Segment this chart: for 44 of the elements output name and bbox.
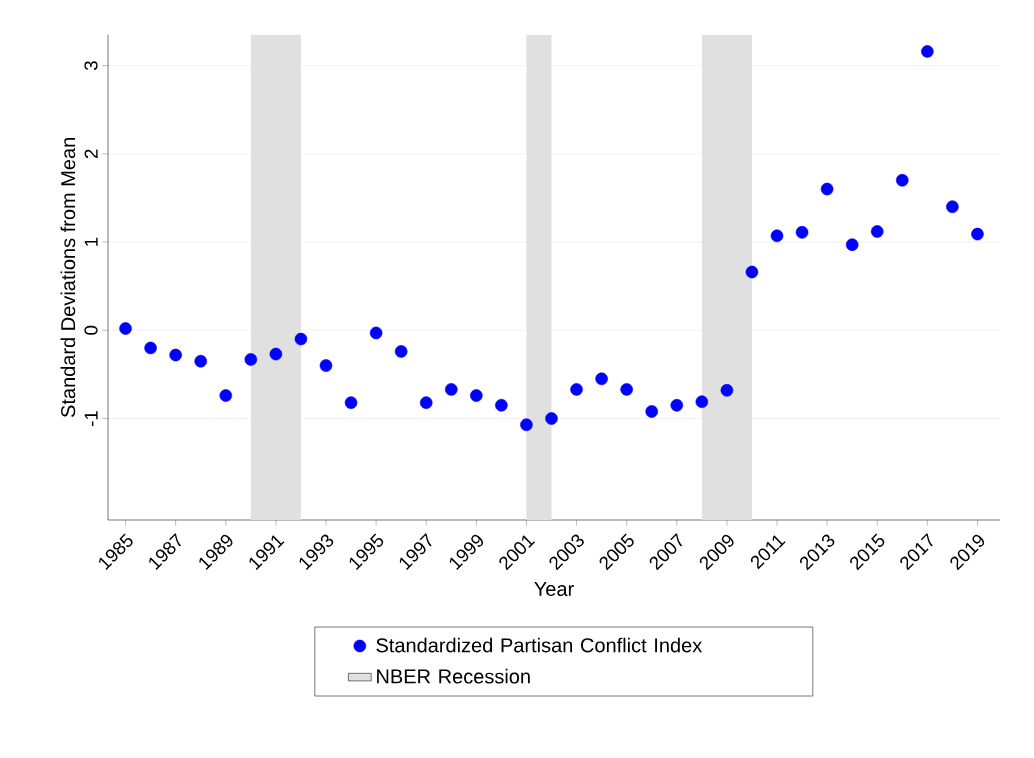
point <box>244 353 258 366</box>
point <box>344 396 358 409</box>
point <box>971 227 984 241</box>
point <box>946 200 959 214</box>
point <box>419 396 433 409</box>
point <box>445 383 458 396</box>
point <box>495 399 508 412</box>
point <box>219 389 233 402</box>
x-axis-title: Year <box>534 582 574 596</box>
point <box>670 399 684 412</box>
point <box>896 174 909 187</box>
point <box>520 418 533 431</box>
point <box>595 372 608 386</box>
y-tick-label: 2 <box>84 149 98 159</box>
legend-label: NBER Recession <box>377 668 530 684</box>
point <box>119 322 132 335</box>
point <box>570 383 583 396</box>
point <box>921 45 934 58</box>
y-axis-title: Standard Deviations from Mean <box>60 138 76 418</box>
point <box>845 238 859 251</box>
y-tick-label: 1 <box>84 237 98 246</box>
point <box>194 354 207 368</box>
point <box>369 326 383 340</box>
point <box>795 226 809 239</box>
legend-label: Standardized Partisan Conflict Index <box>376 637 703 653</box>
point <box>720 384 734 397</box>
point <box>870 225 884 238</box>
point <box>820 182 834 196</box>
point <box>394 345 408 358</box>
point <box>319 359 333 372</box>
point <box>269 347 283 361</box>
point <box>745 265 759 279</box>
point <box>620 383 633 396</box>
point <box>695 395 709 409</box>
point <box>294 332 308 346</box>
point <box>770 229 784 243</box>
point <box>169 348 182 362</box>
point <box>545 412 558 425</box>
y-tick-label: -1 <box>84 411 98 426</box>
y-tick-label: 3 <box>84 61 98 71</box>
point <box>144 341 157 355</box>
y-tick-label: 0 <box>84 325 98 335</box>
point <box>470 389 483 402</box>
point <box>645 405 658 418</box>
